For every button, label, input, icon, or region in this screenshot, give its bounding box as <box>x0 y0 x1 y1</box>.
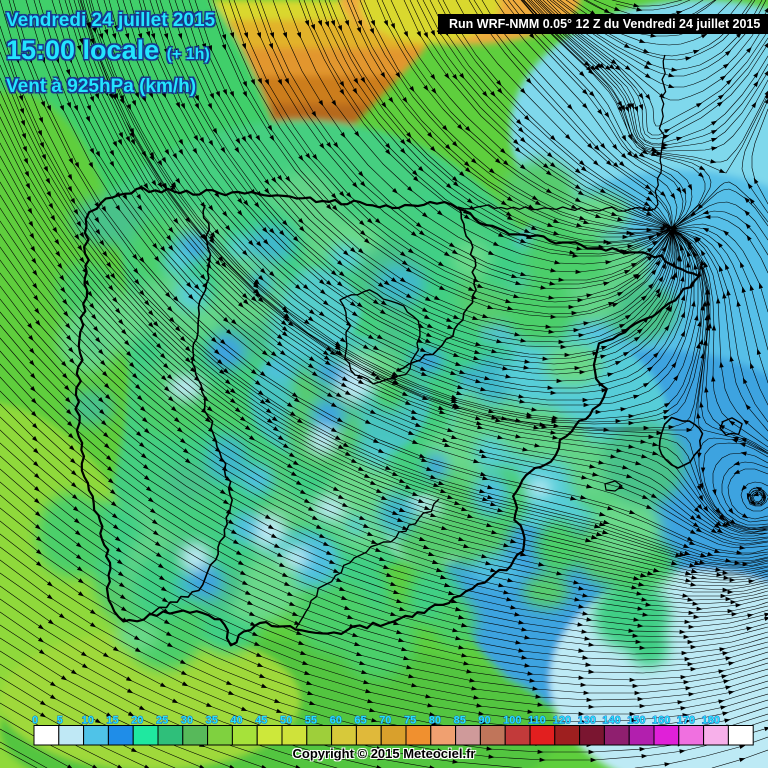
svg-text:20: 20 <box>131 715 143 727</box>
svg-text:90: 90 <box>478 715 490 727</box>
svg-text:30: 30 <box>181 715 193 727</box>
svg-text:35: 35 <box>206 715 218 727</box>
svg-text:5: 5 <box>57 715 63 727</box>
svg-text:50: 50 <box>280 715 292 727</box>
svg-text:160: 160 <box>652 715 670 727</box>
svg-text:40: 40 <box>230 715 242 727</box>
svg-text:70: 70 <box>379 715 391 727</box>
svg-text:130: 130 <box>578 715 596 727</box>
svg-text:0: 0 <box>32 715 38 727</box>
svg-text:100: 100 <box>503 715 521 727</box>
svg-text:Run WRF-NMM 0.05° 12 Z du Vend: Run WRF-NMM 0.05° 12 Z du Vendredi 24 ju… <box>449 17 760 31</box>
svg-text:85: 85 <box>454 715 466 727</box>
svg-text:45: 45 <box>255 715 267 727</box>
svg-text:150: 150 <box>627 715 645 727</box>
svg-text:55: 55 <box>305 715 317 727</box>
svg-text:180: 180 <box>702 715 720 727</box>
svg-text:170: 170 <box>677 715 695 727</box>
svg-text:15: 15 <box>106 715 118 727</box>
svg-text:140: 140 <box>602 715 620 727</box>
svg-text:25: 25 <box>156 715 168 727</box>
svg-text:110: 110 <box>528 715 546 727</box>
svg-text:80: 80 <box>429 715 441 727</box>
svg-text:65: 65 <box>354 715 366 727</box>
svg-text:60: 60 <box>330 715 342 727</box>
svg-text:120: 120 <box>553 715 571 727</box>
svg-text:10: 10 <box>82 715 94 727</box>
svg-text:75: 75 <box>404 715 416 727</box>
